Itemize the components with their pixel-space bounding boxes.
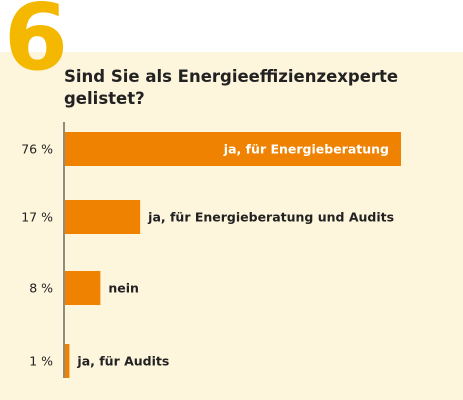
category-label: nein	[108, 281, 139, 296]
bar	[65, 271, 101, 305]
bar	[65, 200, 141, 234]
value-label: 8 %	[29, 281, 53, 296]
question-number: 6	[4, 0, 68, 91]
category-label: ja, für Energieberatung und Audits	[147, 210, 394, 225]
category-label: ja, für Energieberatung	[223, 142, 389, 157]
chart-title: Sind Sie als Energieeffizienzexperte gel…	[64, 67, 399, 108]
value-label: 76 %	[21, 142, 53, 157]
bar	[65, 344, 70, 378]
value-label: 1 %	[29, 354, 53, 369]
bars: 76 % ja, für Energieberatung 17 % ja, für E…	[21, 132, 401, 378]
bar	[65, 132, 401, 166]
value-label: 17 %	[21, 210, 53, 225]
category-label: ja, für Audits	[76, 354, 169, 369]
